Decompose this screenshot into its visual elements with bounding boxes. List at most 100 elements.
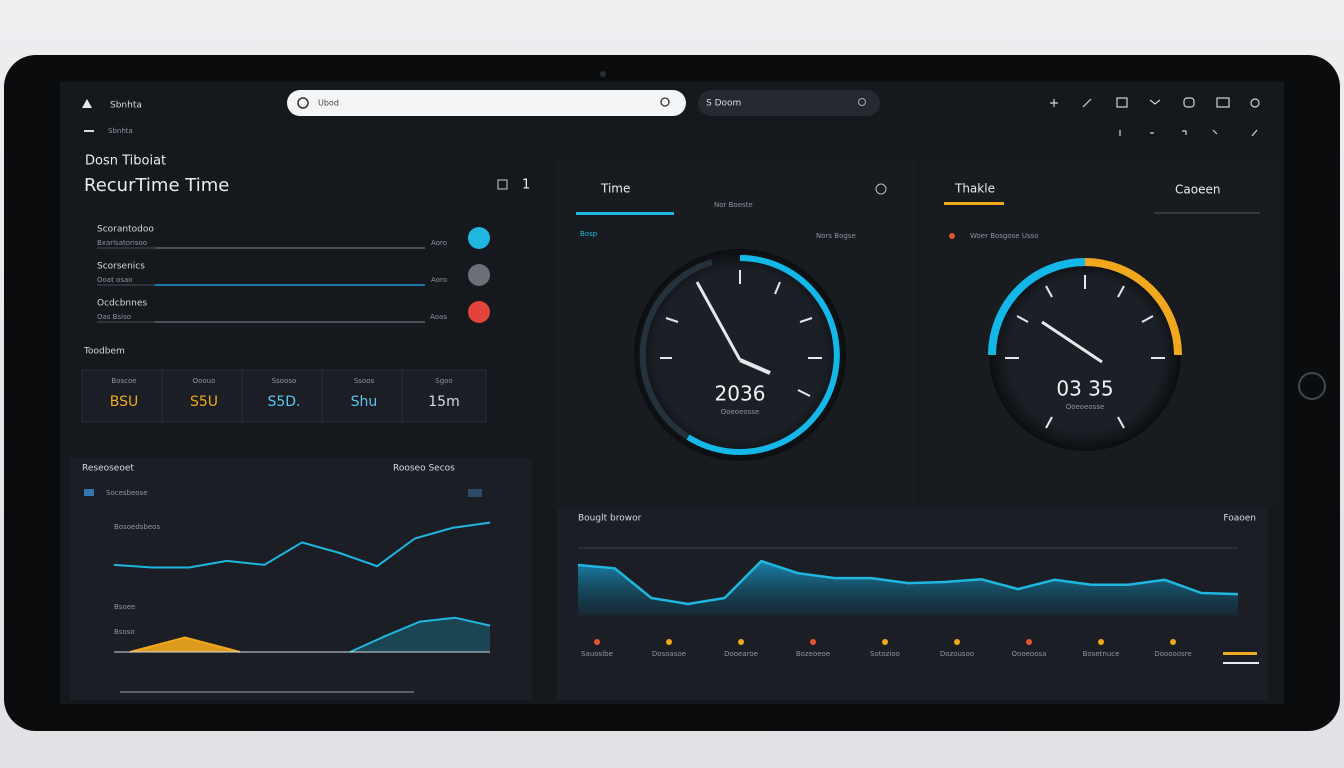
row-icon[interactable]: [468, 227, 490, 249]
x-tick-label: Oooeoosa: [1012, 650, 1047, 658]
x-tick-label: Sotozioo: [870, 650, 900, 658]
clock-ring: [988, 258, 1086, 356]
category-icon: [1170, 639, 1176, 645]
row-icon[interactable]: [468, 301, 490, 323]
row-value: Aoas: [430, 313, 447, 321]
home-button[interactable]: [1298, 372, 1326, 400]
search-text: Ubod: [318, 99, 339, 108]
secondary-search[interactable]: [698, 90, 880, 116]
legend-swatch: [84, 489, 94, 496]
find-icon[interactable]: [1250, 98, 1260, 108]
series-area: [350, 617, 490, 652]
x-tick-label: Sauosibe: [581, 650, 613, 658]
clock-caption: Ooeoeosse: [721, 408, 760, 416]
series-line: [349, 616, 491, 653]
logo: [82, 99, 92, 108]
search-icon[interactable]: [875, 183, 887, 195]
chevron-icon[interactable]: [1149, 99, 1161, 105]
stat-card: [321, 369, 407, 423]
chart-title: Reseoseoet: [82, 464, 134, 474]
x-tick-label: Bosetnuce: [1083, 650, 1120, 658]
legend-swatch: [1223, 652, 1257, 655]
stat-label: Ssoos: [354, 377, 375, 385]
chart-title: Bouglt browor: [578, 514, 642, 524]
category-icon: [738, 639, 744, 645]
add-icon[interactable]: [1050, 99, 1058, 107]
category-icon: [594, 639, 600, 645]
row-value: Aoro: [431, 276, 447, 284]
app-name: Sbnhta: [110, 101, 142, 111]
tab[interactable]: Time: [600, 182, 630, 196]
mic-icon[interactable]: [858, 98, 866, 106]
folder-icon[interactable]: [1216, 97, 1230, 108]
tab[interactable]: Thakle: [954, 182, 995, 196]
search-clear[interactable]: [660, 97, 670, 107]
panel-icon[interactable]: [497, 179, 508, 190]
clock-label: Woer Bosgose Usso: [970, 232, 1039, 240]
stat-card: [401, 369, 487, 423]
chart-subtitle: Rooseo Secos: [393, 464, 455, 474]
panel-count: 1: [522, 178, 530, 193]
clock-face: [634, 249, 846, 461]
stat-label: Ooouo: [193, 377, 216, 385]
window-icon[interactable]: [1116, 97, 1128, 108]
category-icon: [810, 639, 816, 645]
row-title: Scorantodoo: [97, 225, 154, 235]
panel-subtitle: Dosn Tiboiat: [85, 154, 166, 169]
category-icon: [882, 639, 888, 645]
row-icon[interactable]: [468, 264, 490, 286]
tab-indicator: [944, 202, 1004, 205]
clock-ticks: [1005, 275, 1165, 429]
panel-title: RecurTime Time: [84, 175, 229, 196]
clock-time: 03 35: [1056, 377, 1113, 401]
stat-card: [241, 369, 327, 423]
legend-swatch: [468, 489, 482, 497]
section-title: Toodbem: [83, 347, 125, 357]
stat-label: Boscoe: [111, 377, 136, 385]
row-detail: Oas Bsiso: [97, 313, 131, 321]
area-fill: [578, 561, 1238, 615]
clock-option: Nors Bogse: [816, 232, 856, 240]
x-tick-label: Dozousoo: [940, 650, 974, 658]
series-label: Bosoedsbeos: [114, 523, 160, 531]
series-label: Bsoso: [114, 628, 135, 636]
search-icon: [297, 97, 309, 109]
area-chart: Sauosibe Dosoasoe Dooearoe Bozeoeoe Sotozioo…: [577, 559, 1239, 658]
row-detail: Bxarlsatorisoo: [97, 239, 147, 247]
stat-value: BSU: [110, 394, 139, 410]
chat-icon[interactable]: [1183, 97, 1195, 108]
clock-ring: [686, 255, 840, 455]
series-line: [113, 521, 491, 569]
stat-label: Ssooso: [272, 377, 297, 385]
category-icon: [666, 639, 672, 645]
clock-time: 2036: [715, 382, 766, 406]
legend-label: Socesbeose: [106, 489, 148, 497]
row-title: Scorsenics: [97, 262, 145, 272]
secondary-search-text: S Doom: [706, 99, 741, 109]
camera: [600, 71, 606, 77]
search-bar[interactable]: [287, 90, 686, 116]
clock-ring-track: [639, 259, 713, 440]
menu-icon[interactable]: [84, 130, 94, 132]
x-tick-label: Dooooosre: [1154, 650, 1191, 658]
stat-card: [81, 369, 167, 423]
row-value: Aoro: [431, 239, 447, 247]
stat-value: S5U: [190, 394, 218, 410]
x-tick-label: Bozeoeoe: [796, 650, 830, 658]
stat-cards: Boscoe BSU Ooouo S5U Ssooso S5D. Ssoos Shu Sgoo 1…: [81, 369, 487, 423]
clock-ticks: [660, 270, 822, 397]
tab[interactable]: Caoeen: [1175, 183, 1220, 197]
clock-face: [989, 259, 1181, 451]
menu-label: Sbnhta: [108, 127, 133, 135]
x-tick-label: Dooearoe: [724, 650, 758, 658]
tab[interactable]: Nor Boeste: [714, 201, 753, 209]
stat-value: Shu: [351, 394, 378, 410]
series-label: Bsoee: [114, 603, 135, 611]
edit-icon[interactable]: [1082, 98, 1092, 108]
series-area: [130, 637, 240, 652]
series-line: [129, 636, 241, 653]
category-icon: [1026, 639, 1032, 645]
stat-value: 15m: [428, 394, 459, 410]
